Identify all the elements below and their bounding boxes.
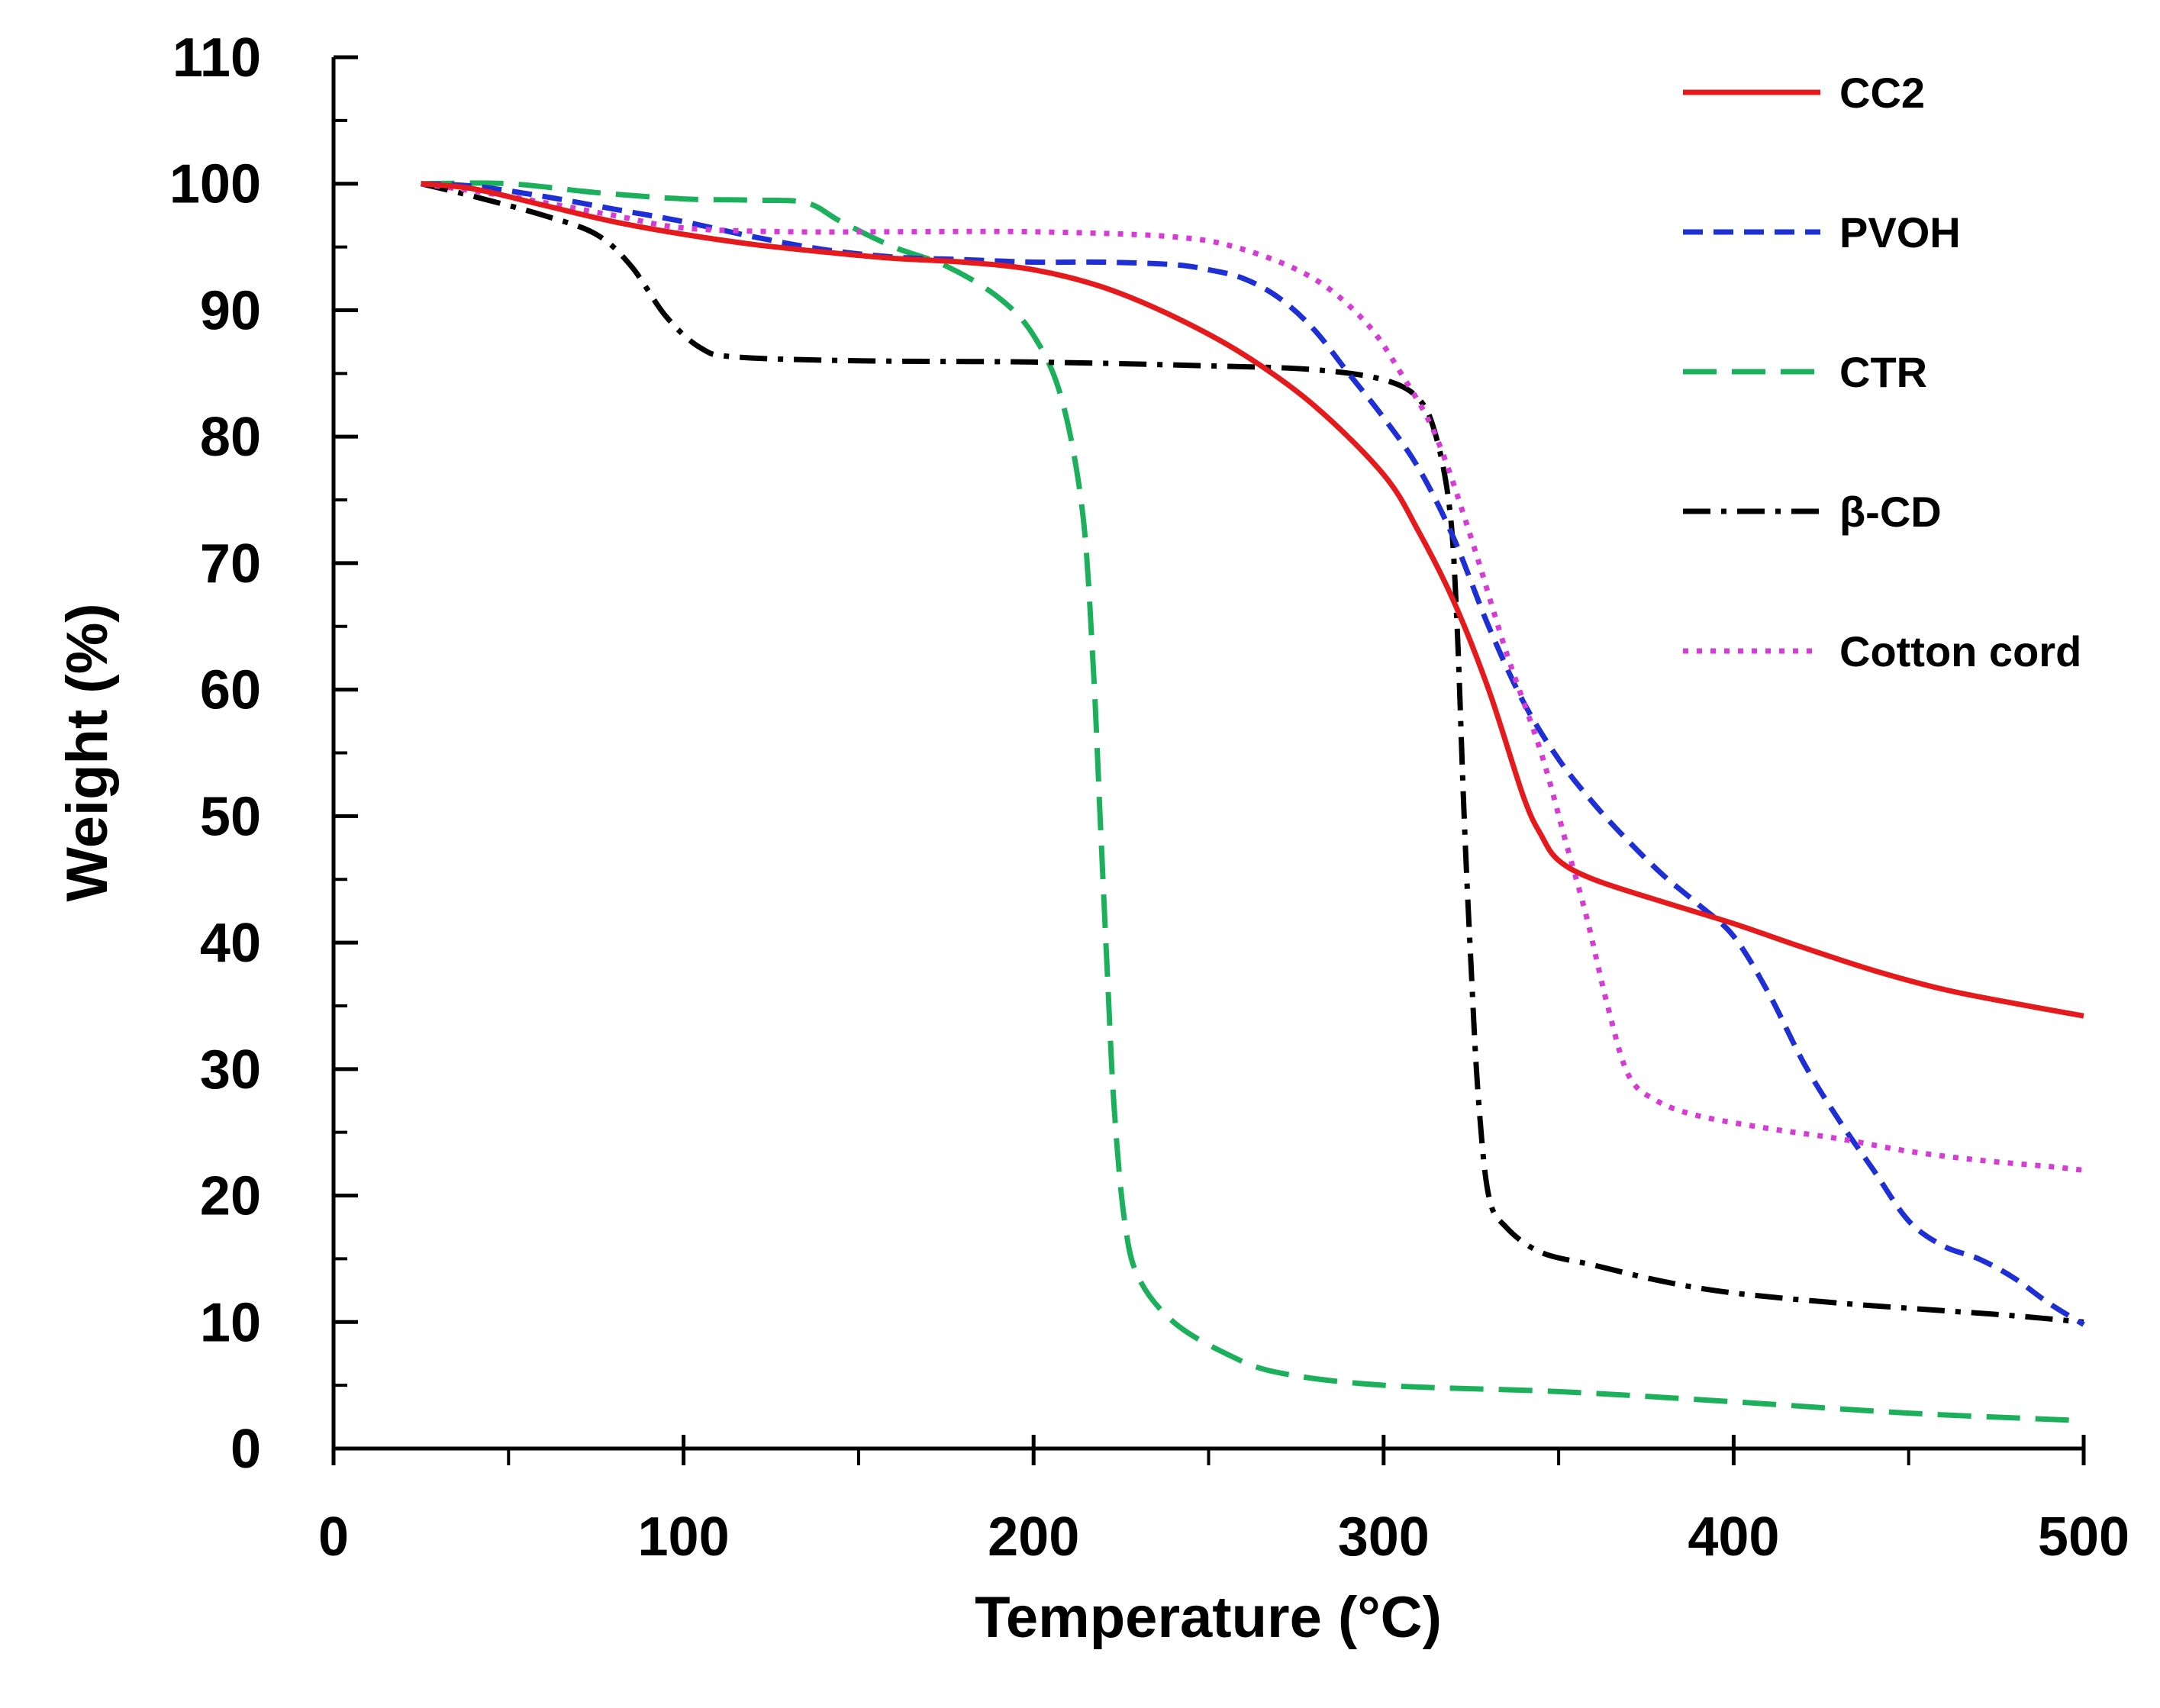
x-tick-label: 0 (318, 1507, 349, 1568)
legend-label-cd: β-CD (1839, 488, 1942, 536)
series-line-cc2 (421, 181, 2084, 1019)
x-tick-label: 500 (2038, 1507, 2129, 1568)
y-tick-label: 50 (200, 786, 261, 847)
series-line-ctr (421, 180, 2084, 1423)
y-tick-label: 100 (169, 154, 261, 215)
y-ticks: 0 10 20 30 40 50 60 70 80 90 100 110 (169, 27, 358, 1480)
x-tick-label: 200 (988, 1507, 1079, 1568)
legend-label-pvoh: PVOH (1839, 208, 1961, 256)
legend: CC2 PVOH CTR β-CD Cotton cord (1683, 69, 2081, 675)
series-layer (420, 180, 2085, 1423)
legend-label-ctr: CTR (1839, 348, 1927, 396)
series-line-cotton-cord (421, 181, 2084, 1173)
y-tick-label: 60 (200, 660, 261, 721)
y-tick-label: 70 (200, 533, 261, 595)
x-tick-label: 400 (1688, 1507, 1779, 1568)
y-tick-label: 0 (231, 1419, 261, 1480)
series-line-cd (420, 181, 2084, 1325)
y-tick-label: 20 (200, 1166, 261, 1227)
y-tick-label: 10 (200, 1292, 261, 1353)
y-tick-label: 40 (200, 913, 261, 974)
y-tick-label: 80 (200, 407, 261, 468)
y-tick-label: 30 (200, 1039, 261, 1101)
x-axis-title: Temperature (°C) (975, 1585, 1442, 1650)
legend-label-cc2: CC2 (1839, 69, 1925, 117)
x-ticks: 0 100 200 300 400 500 (318, 1435, 2129, 1568)
legend-label-cotton-cord: Cotton cord (1839, 627, 2081, 675)
y-tick-label: 110 (172, 27, 261, 89)
x-tick-label: 300 (1338, 1507, 1430, 1568)
y-axis-title: Weight (%) (55, 603, 120, 901)
y-tick-label: 90 (200, 280, 261, 341)
x-tick-label: 100 (638, 1507, 730, 1568)
